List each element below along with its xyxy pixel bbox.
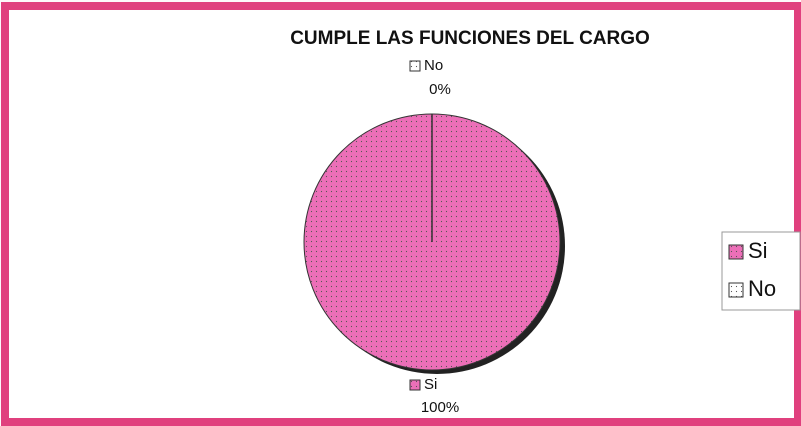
- label-swatch: [409, 379, 421, 391]
- slice-label: No: [424, 57, 443, 74]
- legend-label: Si: [748, 238, 768, 263]
- chart-title: CUMPLE LAS FUNCIONES DEL CARGO: [290, 28, 650, 49]
- label-swatch: [409, 60, 421, 72]
- legend-swatch: [728, 244, 744, 260]
- legend-swatch: [728, 282, 744, 298]
- value-label: 0%: [429, 81, 451, 98]
- slice-label: Si: [424, 376, 437, 393]
- legend-label: No: [748, 276, 776, 301]
- value-label: 100%: [421, 399, 459, 416]
